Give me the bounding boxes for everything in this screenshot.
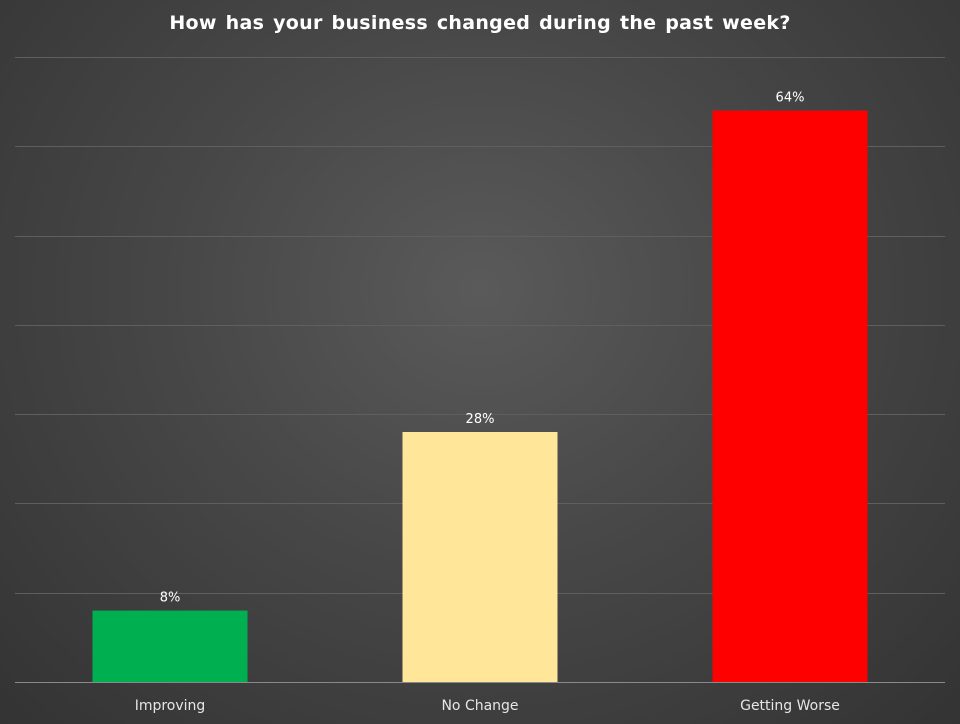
data-label: 28%	[466, 412, 495, 427]
bar-improving	[92, 610, 248, 682]
category-label: Getting Worse	[740, 698, 840, 714]
category-labels: Improving No Change Getting Worse	[135, 698, 840, 714]
bar-getting-worse	[712, 110, 868, 683]
category-label: No Change	[441, 698, 518, 714]
category-label: Improving	[135, 698, 206, 714]
chart-title: How has your business changed during the…	[169, 12, 791, 34]
bars	[92, 110, 868, 683]
data-label: 64%	[776, 91, 805, 106]
data-labels: 8% 28% 64%	[160, 91, 805, 606]
bar-no-change	[402, 432, 558, 682]
data-label: 8%	[160, 591, 181, 606]
